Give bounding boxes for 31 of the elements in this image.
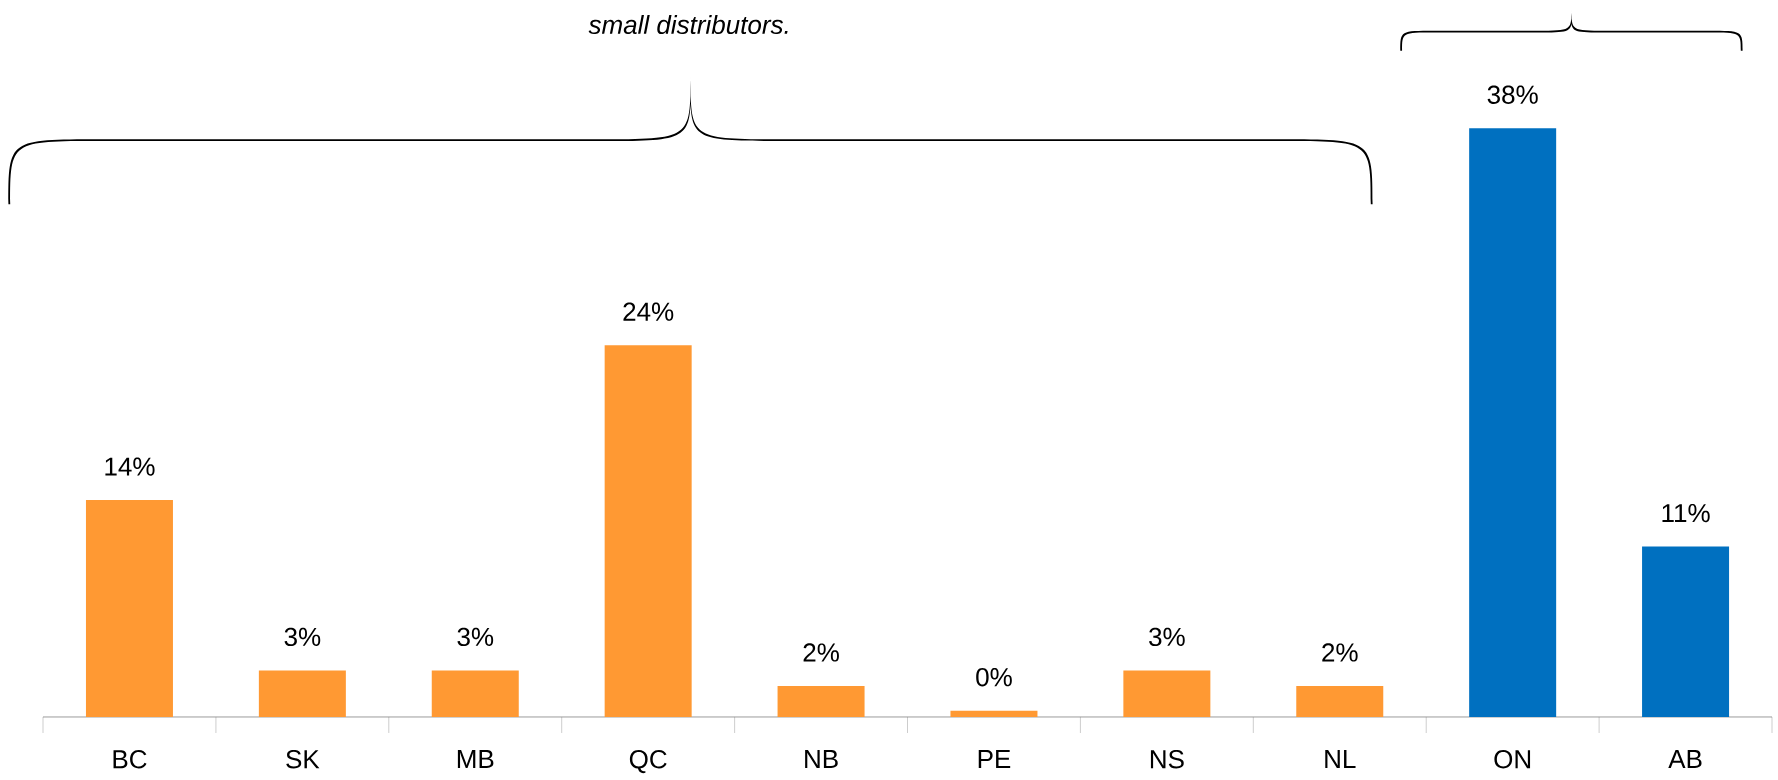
text: small distributors. — [588, 14, 788, 35]
bar — [258, 670, 346, 717]
bar — [1642, 546, 1730, 717]
x-tick-label: MB — [457, 750, 494, 768]
data-label: 3% — [457, 627, 494, 647]
bar — [604, 345, 692, 717]
bar — [85, 500, 173, 717]
bar — [1123, 670, 1211, 717]
x-tick-label: ON — [1494, 750, 1531, 769]
bar — [1296, 686, 1384, 717]
data-label: 0% — [976, 667, 1012, 687]
x-tick-label: SK — [286, 750, 320, 769]
x-tick-label: NB — [805, 750, 838, 768]
bar — [777, 686, 865, 717]
data-label: 3% — [284, 627, 321, 647]
data-label: 2% — [1322, 643, 1358, 662]
data-label: 2% — [803, 643, 839, 662]
data-label: 14% — [105, 457, 155, 476]
x-tick-label: BC — [113, 750, 147, 769]
data-label: 11% — [1662, 503, 1710, 523]
data-label: 38% — [1487, 85, 1538, 104]
x-tick-label: PE — [978, 750, 1011, 768]
data-label: 24% — [623, 302, 674, 321]
bar — [1469, 128, 1557, 717]
x-tick-label: AB — [1668, 750, 1702, 768]
x-tick-label: NL — [1325, 750, 1356, 768]
data-label: 3% — [1149, 627, 1185, 647]
x-tick-label: NS — [1150, 750, 1184, 769]
x-tick-label: QC — [629, 750, 667, 774]
bar — [431, 670, 519, 717]
bar — [950, 710, 1038, 717]
